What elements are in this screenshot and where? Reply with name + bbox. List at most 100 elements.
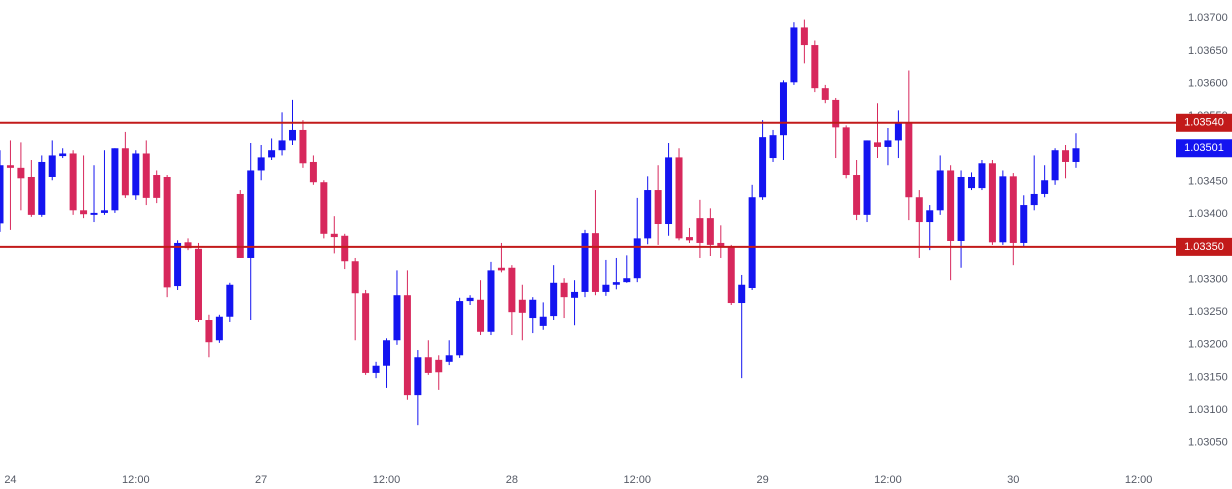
candle-body	[153, 175, 161, 198]
candle-body	[811, 45, 819, 89]
candle-body	[362, 293, 370, 373]
last-price-tag	[1176, 139, 1232, 158]
candle-body	[111, 148, 119, 211]
candle-body	[341, 235, 349, 262]
candle-body	[968, 176, 976, 189]
candle-body	[226, 284, 234, 317]
candle-body	[738, 284, 746, 304]
candle-body	[978, 163, 986, 189]
candle-body	[644, 190, 652, 239]
candle-body	[623, 278, 631, 283]
x-tick-label: 12:00	[623, 474, 651, 486]
candle-body	[874, 142, 881, 147]
candle-body	[184, 242, 192, 249]
candle-body	[685, 237, 693, 241]
candle-body	[456, 301, 464, 356]
candle-body	[779, 82, 787, 136]
candle-body	[289, 129, 296, 141]
candle-body	[80, 210, 88, 215]
candle-body	[1009, 176, 1017, 243]
candle-body	[821, 88, 829, 100]
candle-body	[612, 282, 620, 285]
candle-body	[905, 123, 913, 198]
candle-body	[706, 218, 714, 245]
candle-body	[59, 153, 67, 157]
x-tick-label: 12:00	[122, 474, 150, 486]
candle-body	[100, 210, 108, 213]
level-tag	[1176, 237, 1232, 256]
x-tick-label: 29	[756, 474, 768, 486]
candle-body	[132, 153, 140, 196]
candle-body	[926, 210, 934, 223]
candle-body	[999, 176, 1007, 243]
candle-body	[550, 282, 558, 317]
candle-body	[215, 316, 223, 341]
candle-body	[69, 153, 77, 211]
candle-body	[1062, 150, 1070, 162]
candle-body	[414, 357, 422, 396]
candle-body	[142, 153, 150, 198]
y-tick-label: 1.03600	[1188, 78, 1228, 90]
y-tick-label: 1.03250	[1188, 306, 1228, 318]
candle-body	[696, 218, 704, 243]
x-tick-label: 12:00	[874, 474, 902, 486]
candle-body	[487, 270, 495, 332]
y-tick-label: 1.03300	[1188, 273, 1228, 285]
candle-body	[748, 197, 756, 289]
candle-body	[205, 320, 213, 343]
candle-body	[665, 157, 673, 225]
candle-body	[581, 233, 589, 292]
candle-body	[17, 167, 25, 179]
y-tick-label: 1.03150	[1188, 371, 1228, 383]
candle-body	[633, 238, 641, 279]
candle-body	[403, 295, 411, 396]
candle-body	[727, 246, 735, 304]
candle-body	[508, 267, 516, 313]
candle-body	[435, 359, 443, 373]
x-tick-label: 12:00	[373, 474, 401, 486]
candle-body	[38, 161, 46, 215]
y-tick-label: 1.03100	[1188, 404, 1228, 416]
candle-body	[947, 170, 955, 241]
candle-body	[654, 190, 662, 225]
candle-body	[529, 299, 537, 319]
candle-body	[591, 233, 599, 292]
candle-body	[257, 157, 265, 171]
candle-body	[299, 129, 307, 164]
candle-body	[571, 291, 579, 298]
candle-body	[1030, 193, 1038, 206]
candle-body	[717, 242, 725, 247]
candle-body	[320, 182, 328, 234]
candle-body	[1020, 205, 1028, 243]
candle-body	[842, 127, 850, 176]
candle-body	[1041, 180, 1049, 194]
candle-body	[278, 140, 286, 151]
candle-body	[247, 170, 255, 258]
candle-body	[759, 137, 767, 198]
candle-body	[424, 357, 432, 373]
y-tick-label: 1.03050	[1188, 437, 1228, 449]
x-tick-label: 27	[255, 474, 267, 486]
candle-body	[174, 242, 182, 287]
candle-body	[853, 175, 861, 215]
candle-body	[383, 340, 391, 366]
candle-body	[6, 165, 14, 168]
y-tick-label: 1.03700	[1188, 12, 1228, 24]
candle-body	[0, 165, 4, 224]
candle-body	[393, 295, 401, 341]
candle-body	[466, 297, 474, 302]
candle-body	[539, 316, 547, 326]
y-tick-label: 1.03450	[1188, 175, 1228, 187]
candle-body	[497, 267, 505, 271]
candle-body	[832, 99, 840, 128]
candle-body	[309, 161, 317, 183]
x-tick-label: 24	[4, 474, 16, 486]
last-price-label: 1.03501	[1184, 142, 1224, 154]
candle-body	[790, 27, 798, 83]
candle-body	[90, 212, 98, 215]
candle-body	[800, 27, 808, 46]
candle-body	[445, 355, 453, 362]
candle-body	[602, 284, 610, 292]
candle-body	[163, 176, 171, 288]
